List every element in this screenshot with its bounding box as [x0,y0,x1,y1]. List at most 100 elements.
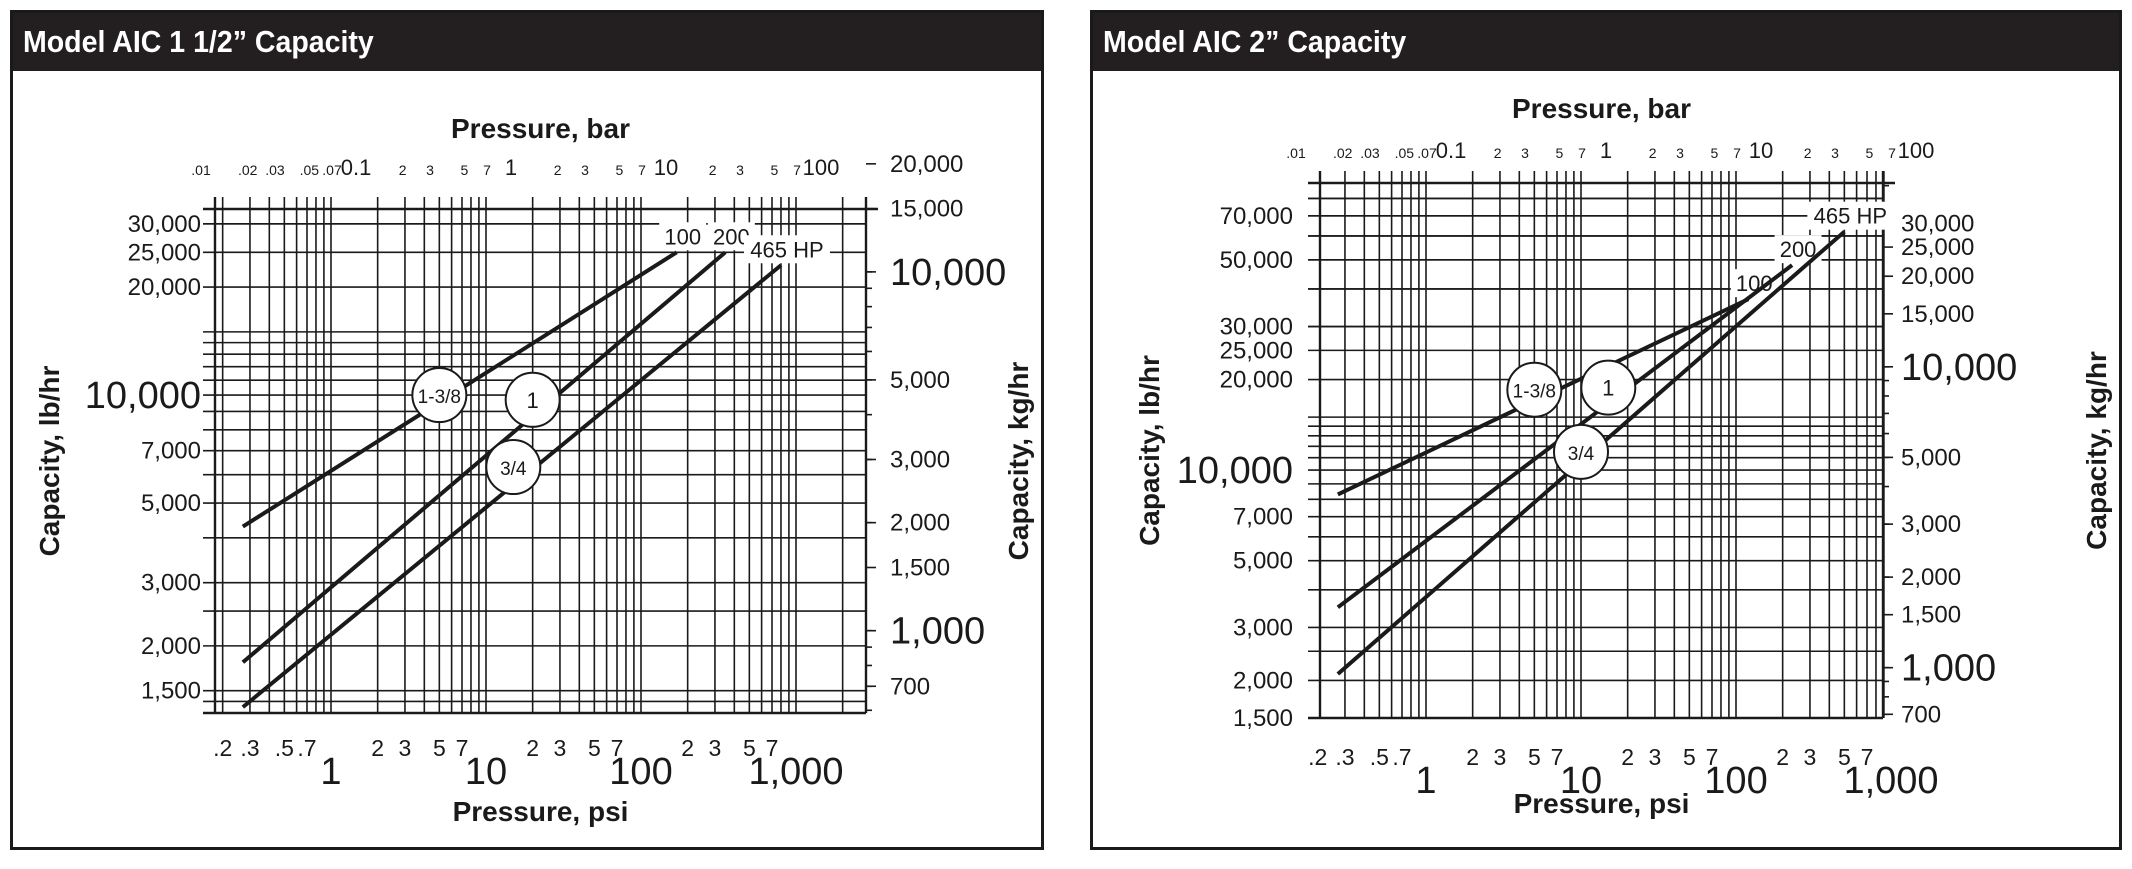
size-annotation-circle [1506,361,1563,418]
y2-tick-label: 20,000 [890,151,963,178]
chart-panel-aic-2: Model AIC 2” Capacity .2.3.5.7 1 2 3 5 7 10 2 3 5… [1090,10,2122,850]
chart-title: Model AIC 2” Capacity [1103,24,1407,59]
y2-tick-label: 10,000 [890,252,1006,294]
y-tick-label: 25,000 [1220,337,1293,364]
x-tick-label: 3 [399,735,412,761]
y-tick-label: 1,500 [1233,705,1293,732]
x2-tick-label: 0.1 [341,155,372,180]
y-tick-label: 50,000 [1220,247,1293,274]
series-label-backing [1807,201,1894,230]
series-label-backing [659,222,707,251]
y-axis-title: Capacity, lb/hr [1134,355,1165,546]
x-tick-label: 7 [456,735,469,761]
y-tick-label: 2,000 [1233,667,1293,694]
x2-tick-label: .02 [1333,145,1353,161]
y-tick-label: 7,000 [141,438,201,465]
y2-tick-label: 25,000 [1901,234,1974,261]
size-annotation-label: 1 [1602,376,1614,401]
x-tick-label: 5 [743,735,756,761]
series-label-backing [743,235,830,264]
x-axis-title: Pressure, psi [1514,788,1690,819]
x-tick-label: 5 [1838,744,1851,770]
x2-tick-label: 7 [793,162,801,178]
y2-tick-label: 2,000 [890,510,950,537]
x-tick-label: 7 [1861,744,1874,770]
x-tick-label: 1,000 [748,751,843,793]
x-tick-label: .3 [240,735,259,761]
y-tick-label: 70,000 [1220,203,1293,230]
x2-tick-label: 7 [483,162,491,178]
y2-tick-label: 5,000 [890,367,950,394]
x-tick-label: .7 [1392,744,1411,770]
x-tick-label: 100 [609,751,672,793]
x-tick-label: 5 [588,735,601,761]
y2-tick-label: 700 [890,673,930,700]
x2-tick-label: .03 [1360,145,1380,161]
series-end-label: 100 [664,224,701,249]
x2-tick-label: 3 [736,162,744,178]
y2-tick-label: 2,000 [1901,564,1961,591]
x2-tick-label: 5 [1555,145,1563,161]
x2-tick-label: .01 [191,162,211,178]
x2-tick-label: 5 [1710,145,1718,161]
x2-tick-label: 10 [1749,138,1773,163]
y-tick-label: 25,000 [128,239,201,266]
y-tick-label: 2,000 [141,633,201,660]
x2-tick-label: .07 [1417,145,1437,161]
x2-tick-label: 3 [426,162,434,178]
size-annotation-circle [504,371,561,428]
x2-tick-label: 3 [581,162,589,178]
series-end-label: 465 HP [1814,204,1887,229]
x2-tick-label: .02 [238,162,258,178]
x-tick-label: 3 [709,735,722,761]
y2-tick-label: 30,000 [1901,210,1974,237]
size-annotation-label: 3/4 [1568,444,1595,465]
chart-panel-aic-1-1-2: Model AIC 1 1/2” Capacity .2.3.5.7 1 2 3 5 7 1… [10,10,1044,850]
y-tick-label: 20,000 [128,274,201,301]
x2-tick-label: 7 [638,162,646,178]
x-tick-label: .2 [213,735,232,761]
x-tick-label: 5 [433,735,446,761]
chart-title-bar: Model AIC 2” Capacity [1093,13,2119,71]
y2-axis-title: Capacity, kg/hr [1003,362,1034,561]
size-annotation-label: 3/4 [500,459,527,480]
x2-tick-label: 2 [1804,145,1812,161]
x-tick-label: 2 [1621,744,1634,770]
x-tick-label: 1 [1415,760,1436,802]
y2-axis-title: Capacity, kg/hr [2081,351,2112,550]
x-tick-label: 2 [526,735,539,761]
x-tick-label: .7 [297,735,316,761]
y-tick-label: 3,000 [1233,614,1293,641]
x-tick-label: .3 [1335,744,1354,770]
x-tick-label: 7 [611,735,624,761]
y2-tick-label: 1,500 [890,555,950,582]
x2-tick-label: 100 [1898,138,1935,163]
y-tick-label: 30,000 [1220,314,1293,341]
x-tick-label: 10 [1560,760,1602,802]
x-tick-label: 7 [1706,744,1719,770]
x-tick-label: 5 [1683,744,1696,770]
x2-tick-label: 2 [554,162,562,178]
x2-tick-label: 7 [1578,145,1586,161]
y-tick-label: 3,000 [141,570,201,597]
y-tick-label: 10,000 [1177,450,1293,492]
x-tick-label: 3 [1804,744,1817,770]
size-annotation-label: 1-3/8 [1513,382,1556,403]
x-tick-label: 2 [371,735,384,761]
x-tick-label: 1 [320,751,341,793]
x-tick-label: 3 [1494,744,1507,770]
x2-axis-title: Pressure, bar [1512,93,1691,124]
x-tick-label: 2 [681,735,694,761]
series-end-label: 465 HP [750,237,823,262]
x2-tick-label: 0.1 [1436,138,1467,163]
y-tick-label: 10,000 [85,375,201,417]
x2-tick-label: .03 [265,162,285,178]
y2-tick-label: 1,000 [890,611,985,653]
x-tick-label: .5 [275,735,294,761]
y-axis-title: Capacity, lb/hr [34,365,65,556]
x-tick-label: 10 [465,751,507,793]
x2-tick-label: 5 [770,162,778,178]
y-tick-label: 20,000 [1220,367,1293,394]
x2-tick-label: 3 [1831,145,1839,161]
x-tick-label: 5 [1528,744,1541,770]
